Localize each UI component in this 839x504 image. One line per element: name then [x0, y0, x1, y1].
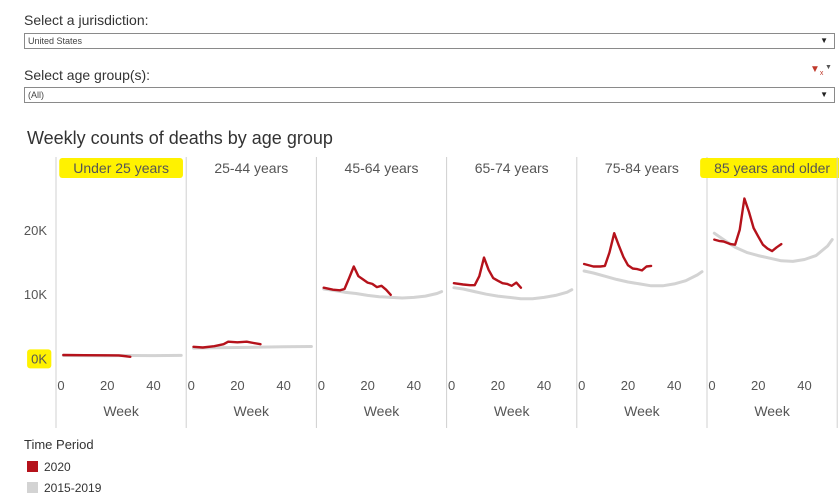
series-line-2020 — [452, 256, 523, 289]
x-tick-label: 20 — [751, 378, 765, 393]
legend-label-2020: 2020 — [44, 460, 71, 474]
filter-clear-icon[interactable]: ▼x — [810, 64, 824, 77]
legend-swatch-2015-2019 — [27, 482, 38, 493]
x-tick-label: 20 — [100, 378, 114, 393]
chart-title: Weekly counts of deaths by age group — [27, 128, 333, 148]
legend-item-2020[interactable]: 2020 — [27, 460, 71, 474]
x-tick-label: 20 — [621, 378, 635, 393]
x-axis-label: Week — [364, 403, 401, 419]
chevron-down-icon[interactable]: ▼ — [820, 36, 828, 45]
x-tick-label: 20 — [491, 378, 505, 393]
x-tick-label: 20 — [230, 378, 244, 393]
series-line-2020 — [192, 340, 262, 349]
x-tick-label: 0 — [708, 378, 715, 393]
series-line-2020 — [582, 231, 653, 272]
panel-header: 45-64 years — [345, 160, 419, 176]
x-tick-label: 0 — [448, 378, 455, 393]
age-group-select[interactable]: (All) ▼ — [24, 87, 835, 103]
panel-header: 75-84 years — [605, 160, 679, 176]
x-tick-label: 20 — [360, 378, 374, 393]
series-line-2015-2019 — [712, 231, 834, 263]
panel-header: 85 years and older — [714, 160, 830, 176]
x-tick-label: 0 — [578, 378, 585, 393]
x-tick-label: 40 — [537, 378, 551, 393]
x-axis-label: Week — [624, 403, 661, 419]
series-line-2015-2019 — [192, 345, 313, 350]
x-axis-label: Week — [103, 403, 140, 419]
x-tick-label: 0 — [57, 378, 64, 393]
y-tick-label: 20K — [24, 223, 47, 238]
series-line-2015-2019 — [452, 286, 574, 301]
legend-label-2015-2019: 2015-2019 — [44, 481, 102, 495]
age-group-label: Select age group(s): — [24, 67, 151, 83]
x-tick-label: 40 — [146, 378, 160, 393]
panel-header-highlight — [700, 158, 839, 178]
legend-swatch-2020 — [27, 461, 38, 472]
x-tick-label: 40 — [797, 378, 811, 393]
x-tick-label: 40 — [407, 378, 421, 393]
x-tick-label: 40 — [276, 378, 290, 393]
panel-header-highlight — [59, 158, 183, 178]
series-line-2015-2019 — [582, 269, 704, 288]
legend-item-2015-2019[interactable]: 2015-2019 — [27, 481, 101, 495]
legend-title: Time Period — [24, 437, 94, 452]
chart-area: 0K 10K 20K Under 25 years 0 20 40 Week 25-44 yea… — [24, 157, 839, 428]
x-tick-label: 0 — [318, 378, 325, 393]
x-axis-label: Week — [234, 403, 271, 419]
panel-header: 25-44 years — [214, 160, 288, 176]
series-line-2020 — [322, 265, 392, 296]
panel-header: Under 25 years — [73, 160, 169, 176]
filter-menu-caret-icon[interactable]: ▼ — [825, 64, 832, 71]
y-tick-label: 0K — [31, 351, 47, 366]
x-tick-label: 0 — [188, 378, 195, 393]
chevron-down-icon[interactable]: ▼ — [820, 90, 828, 99]
y-tick-label: 10K — [24, 287, 47, 302]
age-group-select-value: (All) — [28, 90, 44, 100]
x-axis-label: Week — [754, 403, 791, 419]
series-line-2020 — [62, 353, 132, 358]
x-tick-label: 40 — [667, 378, 681, 393]
series-line-2015-2019 — [322, 287, 444, 300]
jurisdiction-select-value: United States — [28, 36, 83, 46]
y-tick-highlight — [27, 349, 52, 369]
panel-header: 65-74 years — [475, 160, 549, 176]
jurisdiction-select[interactable]: United States ▼ — [24, 33, 835, 49]
jurisdiction-label: Select a jurisdiction: — [24, 12, 149, 28]
x-axis-label: Week — [494, 403, 531, 419]
series-line-2020 — [713, 197, 783, 253]
